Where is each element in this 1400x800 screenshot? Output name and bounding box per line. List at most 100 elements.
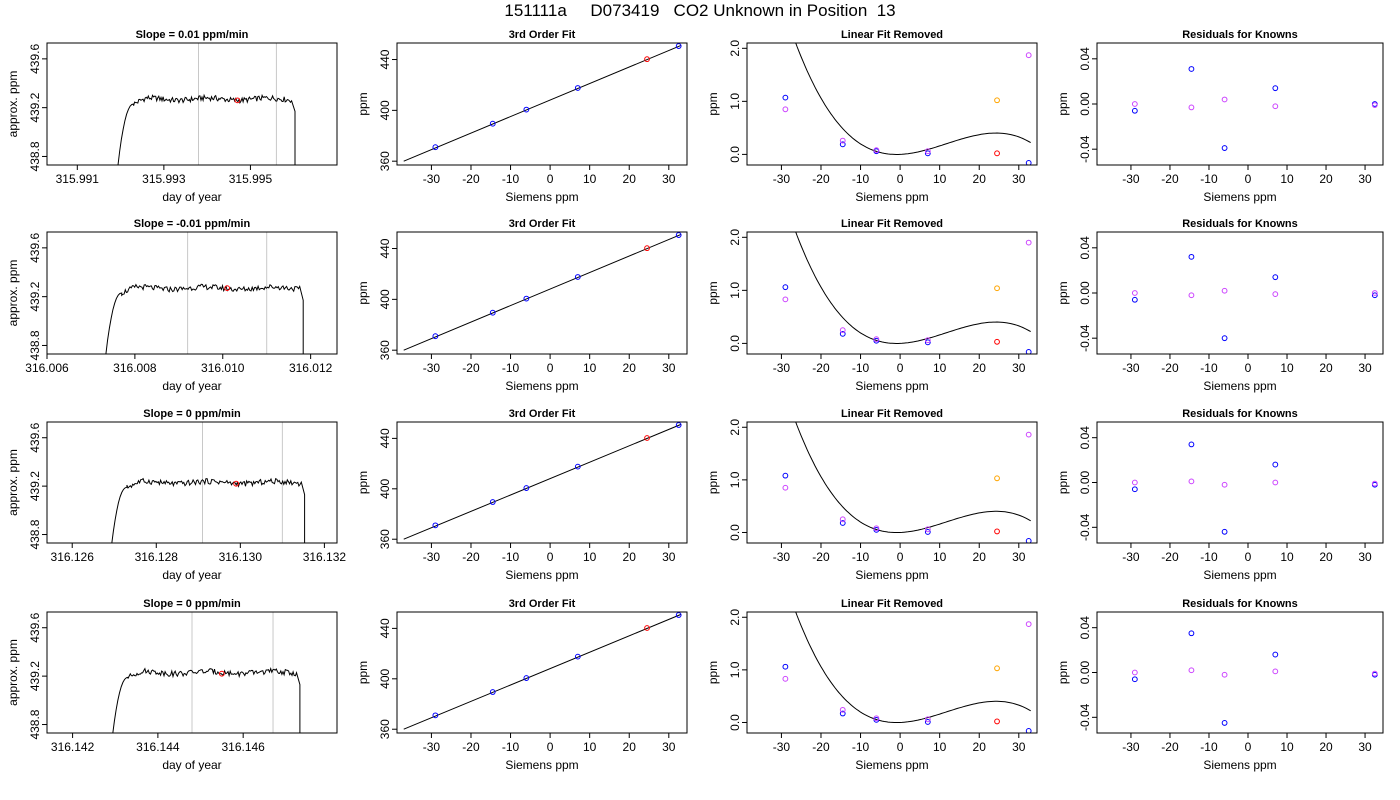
y-tick-label: 400 (378, 478, 392, 498)
fit-curve (795, 43, 1031, 155)
y-tick-label: 0.00 (1078, 660, 1092, 684)
x-axis-label: Siemens ppm (1203, 190, 1276, 204)
plot-area (403, 612, 682, 730)
y-axis-label: ppm (1056, 471, 1070, 494)
y-tick-label: 439.6 (28, 233, 42, 263)
x-tick-label: 315.995 (229, 172, 273, 186)
x-tick-label: -10 (1200, 361, 1218, 375)
x-axis-label: day of year (162, 379, 221, 393)
data-point (994, 285, 1000, 292)
x-tick-label: 10 (933, 361, 947, 375)
panel-frame (46, 42, 338, 166)
panel-title: 3rd Order Fit (509, 218, 576, 230)
y-tick-label: 0.0 (728, 714, 742, 731)
data-point (994, 338, 1000, 345)
x-axis: -30 -20 -10 0 10 20 30 (1122, 733, 1372, 754)
x-axis-label: day of year (162, 758, 221, 772)
x-tick-label: 30 (1012, 740, 1026, 754)
data-point (574, 85, 581, 91)
x-axis: -30 -20 -10 0 10 20 30 (773, 165, 1026, 186)
x-tick-label: 0 (897, 172, 904, 186)
x-axis-label: day of year (162, 568, 221, 582)
data-point (1188, 253, 1195, 260)
y-tick-label: 360 (378, 719, 392, 739)
x-axis-label: Siemens ppm (505, 568, 578, 582)
x-tick-label: -30 (773, 361, 791, 375)
y-tick-label: 0.04 (1078, 236, 1092, 260)
fit-curve (795, 422, 1031, 533)
x-tick-label: -20 (812, 740, 830, 754)
plot-area (782, 612, 1032, 733)
panel-title: Residuals for Knowns (1182, 29, 1298, 41)
x-tick-label: -20 (1161, 172, 1179, 186)
panel-title: Linear Fit Removed (841, 218, 943, 230)
x-tick-label: -10 (852, 172, 870, 186)
panel-frame (1096, 231, 1384, 355)
x-tick-label: -20 (1161, 361, 1179, 375)
x-tick-label: 0 (547, 172, 554, 186)
y-axis-label: approx. ppm (6, 71, 20, 138)
plot-area (112, 612, 301, 733)
x-tick-label: 10 (583, 550, 597, 564)
data-point (489, 499, 496, 505)
y-tick-label: 0.00 (1078, 470, 1092, 494)
data-point (994, 97, 1000, 104)
data-point (839, 330, 846, 337)
panel-r2c1: 3rd Order Fit -30 -20 -10 0 10 20 30 Siemens ppm… (356, 408, 688, 582)
x-axis: 316.142 316.144 316.146 (51, 733, 265, 754)
x-tick-label: 316.126 (51, 550, 95, 564)
fit-curve (795, 232, 1031, 344)
y-tick-label: 438.8 (28, 141, 42, 171)
x-tick-label: 30 (1358, 361, 1372, 375)
plot-area (403, 232, 682, 351)
x-tick-label: 316.010 (201, 361, 245, 375)
data-point (523, 295, 530, 302)
x-axis-label: Siemens ppm (505, 190, 578, 204)
x-tick-label: 10 (1280, 550, 1294, 564)
y-tick-label: 440 (378, 238, 392, 258)
y-axis: 0.0 1.0 2.0 (728, 229, 747, 352)
data-point (924, 529, 931, 535)
y-tick-label: 0.0 (728, 146, 742, 163)
x-tick-label: -10 (852, 550, 870, 564)
data-point (924, 716, 931, 723)
data-point (1272, 291, 1279, 298)
data-point (839, 710, 846, 717)
plot-area (1131, 253, 1378, 342)
fit-line (403, 234, 681, 351)
data-point (924, 150, 931, 157)
y-tick-label: 400 (378, 100, 392, 120)
data-point (489, 309, 496, 316)
data-point (644, 435, 650, 441)
data-point (432, 522, 439, 529)
panel-frame (396, 611, 688, 734)
data-point (1371, 670, 1378, 677)
x-tick-label: 0 (547, 550, 554, 564)
data-point (489, 120, 496, 127)
y-tick-label: 2.0 (728, 229, 742, 246)
x-axis: -30 -20 -10 0 10 20 30 (773, 733, 1026, 754)
y-axis: 438.8 439.2 439.6 (28, 233, 47, 360)
fit-line (403, 614, 681, 730)
x-tick-label: 20 (973, 740, 987, 754)
x-tick-label: 30 (662, 550, 676, 564)
x-tick-label: 0 (547, 740, 554, 754)
y-axis-label: ppm (1056, 661, 1070, 684)
trace-line (111, 477, 306, 543)
panel-frame (396, 231, 688, 355)
data-point (1272, 651, 1279, 658)
selected-point (218, 670, 225, 677)
y-tick-label: 439.6 (28, 422, 42, 452)
y-tick-label: 2.0 (728, 419, 742, 436)
y-tick-label: -0.04 (1078, 135, 1092, 163)
y-axis: 438.8 439.2 439.6 (28, 612, 47, 740)
y-axis: -0.04 0.00 0.04 (1078, 426, 1097, 541)
data-point (644, 56, 650, 63)
x-tick-label: -10 (1200, 740, 1218, 754)
y-axis-label: ppm (706, 281, 720, 304)
data-point (924, 719, 931, 725)
y-tick-label: 1.0 (728, 471, 742, 488)
y-tick-label: 0.0 (728, 524, 742, 541)
panel-title: Residuals for Knowns (1182, 218, 1298, 230)
